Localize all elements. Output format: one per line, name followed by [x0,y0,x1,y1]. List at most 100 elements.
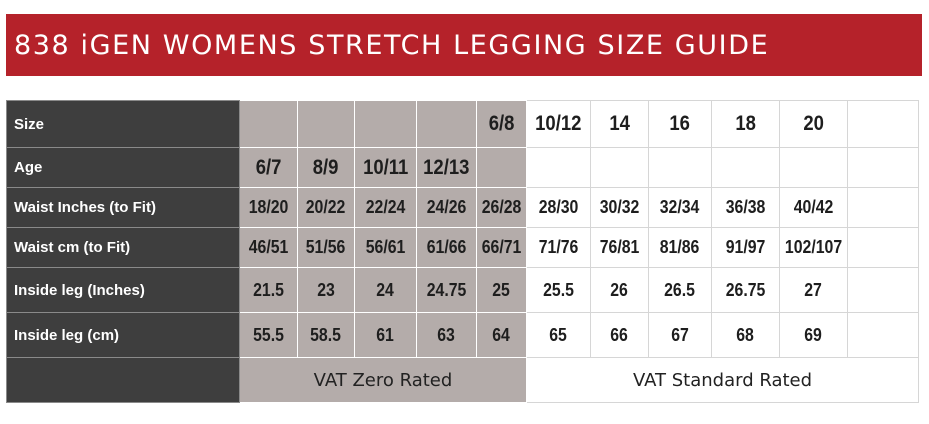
table-cell: 14 [590,100,649,148]
table-cell: 20 [779,100,848,148]
table-cell: 69 [779,312,848,358]
table-cell: 28/30 [526,187,591,228]
table-cell: 65 [526,312,591,358]
table-cell: 20/22 [297,187,355,228]
table-cell [847,187,919,228]
table-cell: 40/42 [779,187,848,228]
table-cell [239,100,298,148]
cell-value: 63 [437,324,456,345]
cell-value: 18/20 [248,197,289,217]
cell-value: 32/34 [660,197,700,217]
cell-value: 16 [669,112,691,135]
table-cell: 61 [354,312,417,358]
table-cell [779,147,848,188]
table-cell: 24/26 [416,187,477,228]
table-cell [847,100,919,148]
table-cell: 26.75 [711,267,780,313]
waist-inches-row: Waist Inches (to Fit) 18/20 20/22 22/24 24/2… [6,187,919,228]
cell-value: 26.5 [664,279,696,300]
size-guide-table: Size 6/8 10/12 14 16 18 20 Age 6/7 8/9 10/11 12/13 W… [6,100,919,403]
waist-cm-row: Waist cm (to Fit) 46/51 51/56 56/61 61/66 66/… [6,227,919,268]
vat-footer-row: VAT Zero Rated VAT Standard Rated [6,357,919,403]
table-cell: 16 [648,100,712,148]
table-cell: 58.5 [297,312,355,358]
table-cell: 24.75 [416,267,477,313]
cell-value: 12/13 [423,155,470,179]
cell-value: 102/107 [784,237,843,257]
table-cell: 12/13 [416,147,477,188]
row-label: Size [6,100,240,148]
cell-value: 64 [492,324,511,345]
table-cell: 51/56 [297,227,355,268]
cell-value: 24 [376,279,395,300]
table-cell [847,267,919,313]
cell-value: 6/7 [255,155,282,179]
cell-value: 18 [735,112,756,135]
table-cell: 26 [590,267,649,313]
cell-value: 69 [804,324,823,345]
cell-value: 28/30 [538,197,579,217]
table-cell [526,147,591,188]
table-cell: 46/51 [239,227,298,268]
table-cell: 36/38 [711,187,780,228]
cell-value: 8/9 [313,155,339,179]
cell-value: 66 [610,324,629,345]
table-cell: 81/86 [648,227,712,268]
table-cell: 55.5 [239,312,298,358]
cell-value: 58.5 [310,324,342,345]
inside-leg-cm-row: Inside leg (cm) 55.5 58.5 61 63 64 65 66 67 68 69 [6,312,919,358]
table-cell: 102/107 [779,227,848,268]
table-cell: 32/34 [648,187,712,228]
table-cell: 63 [416,312,477,358]
cell-value: 22/24 [365,197,406,217]
table-cell: 6/8 [476,100,527,148]
cell-value: 61 [376,324,395,345]
age-row: Age 6/7 8/9 10/11 12/13 [6,147,919,188]
cell-value: 55.5 [253,324,284,345]
cell-value: 51/56 [306,237,346,257]
vat-standard-rated-label: VAT Standard Rated [526,357,919,403]
size-row: Size 6/8 10/12 14 16 18 20 [6,100,919,148]
table-cell [297,100,355,148]
table-cell: 23 [297,267,355,313]
row-label: Waist Inches (to Fit) [6,187,240,228]
table-cell: 27 [779,267,848,313]
table-cell [354,100,417,148]
table-cell: 25.5 [526,267,591,313]
table-cell: 21.5 [239,267,298,313]
footer-label-cell [6,357,240,403]
table-cell [476,147,527,188]
cell-value: 81/86 [660,237,700,257]
table-cell: 67 [648,312,712,358]
cell-value: 56/61 [365,237,406,257]
table-cell: 18 [711,100,780,148]
table-cell: 22/24 [354,187,417,228]
cell-value: 24.75 [426,279,467,300]
inside-leg-inches-row: Inside leg (Inches) 21.5 23 24 24.75 25 25.5 26… [6,267,919,313]
table-cell: 10/12 [526,100,591,148]
cell-value: 20/22 [306,197,346,217]
table-cell [590,147,649,188]
title-banner: 838 iGEN WOMENS STRETCH LEGGING SIZE GUI… [6,14,922,76]
table-cell: 66/71 [476,227,527,268]
cell-value: 25 [492,279,511,300]
table-cell: 26/28 [476,187,527,228]
table-cell: 10/11 [354,147,417,188]
cell-value: 26 [610,279,629,300]
table-cell: 30/32 [590,187,649,228]
cell-value: 21.5 [253,279,284,300]
cell-value: 6/8 [488,112,515,135]
table-cell: 66 [590,312,649,358]
vat-zero-rated-label: VAT Zero Rated [239,357,527,403]
cell-value: 71/76 [538,237,579,257]
cell-value: 76/81 [599,237,640,257]
cell-value: 65 [549,324,568,345]
table-cell: 68 [711,312,780,358]
table-cell [711,147,780,188]
cell-value: 26.75 [725,279,766,300]
cell-value: 25.5 [543,279,574,300]
cell-value: 24/26 [426,197,467,217]
table-cell [847,227,919,268]
table-cell: 76/81 [590,227,649,268]
cell-value: 91/97 [725,237,766,257]
